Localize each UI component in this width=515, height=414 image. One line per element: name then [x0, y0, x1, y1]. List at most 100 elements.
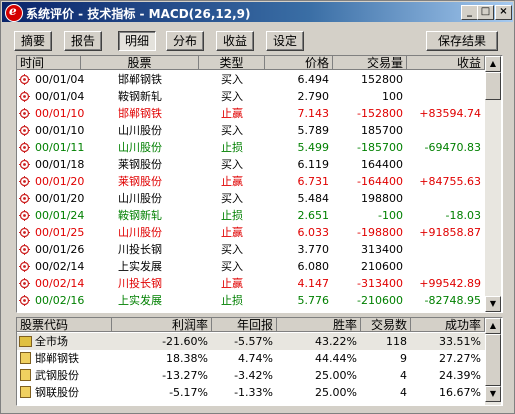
cell-annual: -1.33% [234, 386, 273, 399]
save-results-button[interactable]: 保存结果 [426, 31, 498, 51]
cell-volume: -100 [378, 209, 403, 222]
tab-distribution[interactable]: 分布 [166, 31, 204, 51]
cell-profit_rate: -5.17% [169, 386, 208, 399]
scroll-down-icon[interactable]: ▼ [485, 296, 501, 312]
cell-volume: 152800 [361, 73, 403, 86]
tab-details[interactable]: 明细 [118, 31, 156, 51]
cell-count: 118 [386, 335, 407, 348]
cell-annual: -5.57% [234, 335, 273, 348]
cell-type: 买入 [221, 158, 243, 171]
table-row[interactable]: 00/02/14 川投长钢 止赢 4.147 -313400 +99542.89 [17, 275, 485, 292]
cell-time: 00/01/24 [35, 209, 85, 222]
cell-win: 44.44% [315, 352, 357, 365]
cell-price: 5.499 [297, 141, 330, 154]
cell-success: 24.39% [439, 369, 481, 382]
summary-scrollbar[interactable]: ▲ ▼ [485, 318, 501, 405]
summary-row[interactable]: 全市场 -21.60% -5.57% 43.22% 118 33.51% [17, 333, 485, 350]
target-icon [19, 193, 30, 204]
cell-volume: -198800 [357, 226, 403, 239]
tab-report[interactable]: 报告 [64, 31, 102, 51]
table-row[interactable]: 00/01/24 鞍钢新轧 止损 2.651 -100 -18.03 [17, 207, 485, 224]
cell-time: 00/01/18 [35, 158, 85, 171]
tab-profit[interactable]: 收益 [216, 31, 254, 51]
cell-stock: 邯郸钢铁 [118, 107, 162, 120]
cell-type: 买入 [221, 192, 243, 205]
table-row[interactable]: 00/02/14 上实发展 买入 6.080 210600 [17, 258, 485, 275]
table-row[interactable]: 00/01/11 山川股份 止损 5.499 -185700 -69470.83 [17, 139, 485, 156]
col-profit-rate-header[interactable]: 利润率 [112, 318, 212, 332]
folder-icon [19, 336, 32, 347]
scroll-thumb[interactable] [485, 334, 501, 386]
close-button[interactable]: × [495, 5, 512, 20]
col-type-header[interactable]: 类型 [199, 56, 265, 70]
col-trade-count-header[interactable]: 交易数 [361, 318, 411, 332]
table-row[interactable]: 00/01/20 山川股份 买入 5.484 198800 [17, 190, 485, 207]
toolbar: 摘要 报告 明细 分布 收益 设定 保存结果 [2, 23, 513, 53]
cell-price: 4.147 [297, 277, 330, 290]
summary-row[interactable]: 武钢股份 -13.27% -3.42% 25.00% 4 24.39% [17, 367, 485, 384]
table-row[interactable]: 00/01/18 莱钢股份 买入 6.119 164400 [17, 156, 485, 173]
table-row[interactable]: 00/01/10 山川股份 买入 5.789 185700 [17, 122, 485, 139]
cell-profit [407, 241, 481, 258]
cell-profit: +91858.87 [419, 226, 481, 239]
col-stock-header[interactable]: 股票 [81, 56, 199, 70]
target-icon [19, 244, 30, 255]
cell-volume: 198800 [361, 192, 403, 205]
cell-stock: 山川股份 [118, 192, 162, 205]
col-annual-header[interactable]: 年回报 [212, 318, 277, 332]
table-row[interactable]: 00/01/04 鞍钢新轧 买入 2.790 100 [17, 88, 485, 105]
cell-profit [407, 122, 481, 139]
table-row[interactable]: 00/01/26 川投长钢 买入 3.770 313400 [17, 241, 485, 258]
summary-header: 股票代码 利润率 年回报 胜率 交易数 成功率 [17, 318, 502, 333]
tab-summary[interactable]: 摘要 [14, 31, 52, 51]
scroll-down-icon[interactable]: ▼ [485, 386, 501, 402]
table-row[interactable]: 00/02/16 上实发展 止损 5.776 -210600 -82748.95 [17, 292, 485, 309]
target-icon [19, 91, 30, 102]
cell-volume: 100 [382, 90, 403, 103]
cell-price: 5.776 [297, 294, 330, 307]
scroll-up-icon[interactable]: ▲ [485, 56, 501, 72]
col-time-header[interactable]: 时间 [17, 56, 81, 70]
stock-icon [20, 352, 31, 364]
cell-profit [407, 156, 481, 173]
cell-price: 2.651 [297, 209, 330, 222]
scroll-up-icon[interactable]: ▲ [485, 318, 501, 334]
table-row[interactable]: 00/01/20 莱钢股份 止赢 6.731 -164400 +84755.63 [17, 173, 485, 190]
target-icon [19, 159, 30, 170]
cell-volume: -210600 [357, 294, 403, 307]
title-bar[interactable]: e 系统评价 - 技术指标 - MACD(26,12,9) _ □ × [2, 2, 513, 22]
maximize-button[interactable]: □ [477, 5, 494, 20]
minimize-button[interactable]: _ [461, 5, 478, 20]
summary-row[interactable]: 邯郸钢铁 18.38% 4.74% 44.44% 9 27.27% [17, 350, 485, 367]
cell-price: 6.731 [297, 175, 330, 188]
col-price-header[interactable]: 价格 [265, 56, 333, 70]
cell-type: 止赢 [221, 175, 243, 188]
col-volume-header[interactable]: 交易量 [333, 56, 407, 70]
cell-profit: -18.03 [445, 209, 481, 222]
cell-type: 买入 [221, 260, 243, 273]
table-row[interactable]: 00/01/04 邯郸钢铁 买入 6.494 152800 [17, 71, 485, 88]
cell-win: 25.00% [315, 369, 357, 382]
scroll-thumb[interactable] [485, 72, 501, 100]
cell-type: 止损 [221, 294, 243, 307]
col-win-rate-header[interactable]: 胜率 [277, 318, 361, 332]
col-success-header[interactable]: 成功率 [411, 318, 485, 332]
cell-price: 5.789 [297, 124, 330, 137]
cell-time: 00/02/16 [35, 294, 85, 307]
cell-name: 邯郸钢铁 [35, 352, 79, 365]
tab-settings[interactable]: 设定 [266, 31, 304, 51]
vertical-scrollbar[interactable]: ▲ ▼ [485, 56, 501, 312]
cell-type: 止赢 [221, 277, 243, 290]
cell-time: 00/02/14 [35, 277, 85, 290]
cell-price: 6.119 [297, 158, 330, 171]
summary-row[interactable]: 钢联股份 -5.17% -1.33% 25.00% 4 16.67% [17, 384, 485, 401]
table-row[interactable]: 00/01/25 山川股份 止赢 6.033 -198800 +91858.87 [17, 224, 485, 241]
cell-volume: 313400 [361, 243, 403, 256]
cell-profit [407, 258, 481, 275]
cell-volume: 164400 [361, 158, 403, 171]
table-row[interactable]: 00/01/10 邯郸钢铁 止赢 7.143 -152800 +83594.74 [17, 105, 485, 122]
col-code-header[interactable]: 股票代码 [17, 318, 112, 332]
trade-details-table: 时间 股票 类型 价格 交易量 收益 00/01/04 邯郸钢铁 买入 6.494 15… [16, 55, 503, 313]
col-profit-header[interactable]: 收益 [407, 56, 485, 70]
